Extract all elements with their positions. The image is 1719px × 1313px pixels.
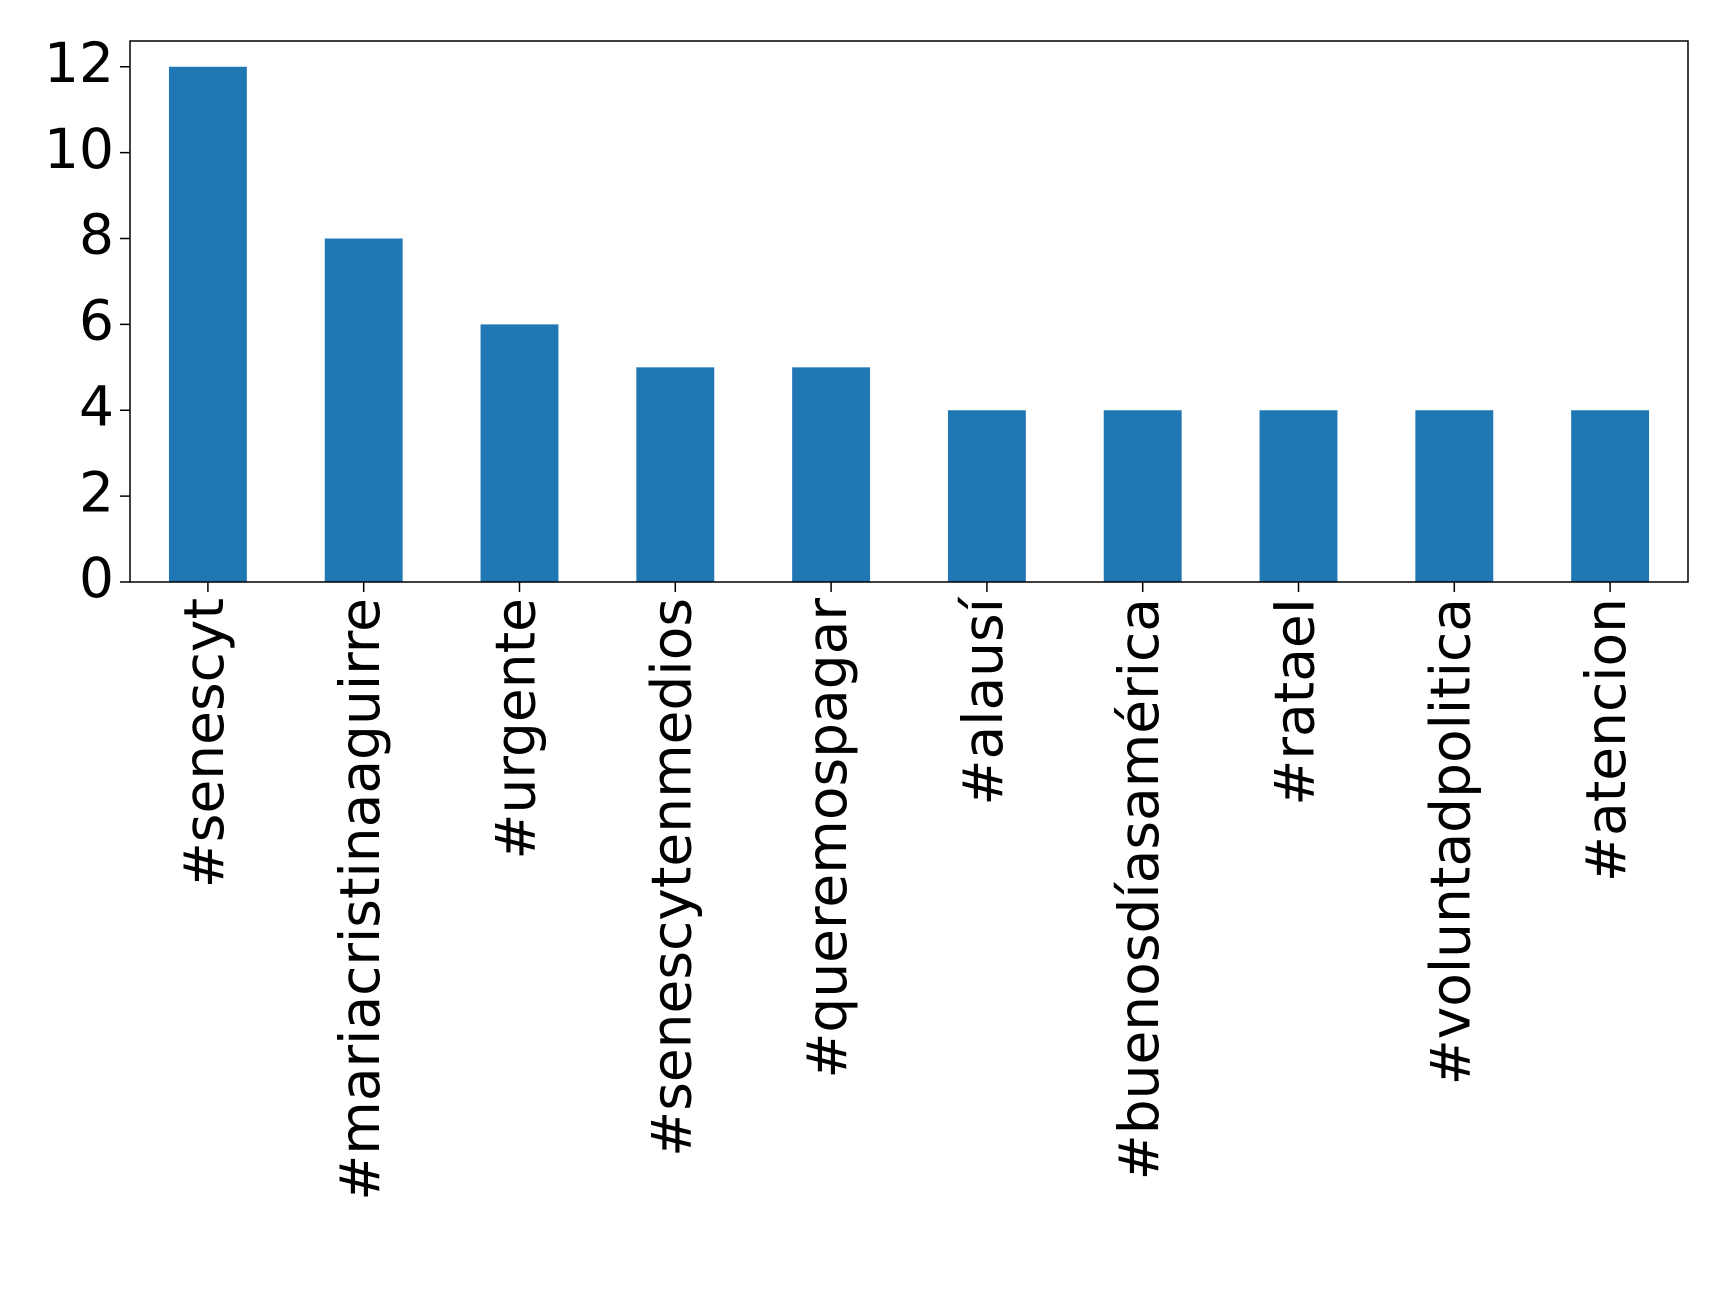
bar xyxy=(1415,410,1494,582)
y-tick-label: 2 xyxy=(79,460,114,524)
x-tick-label: #senescytenmedios xyxy=(639,598,703,1157)
x-tick-label: #buenosdíasamérica xyxy=(1107,598,1171,1180)
bar xyxy=(792,367,871,582)
x-tick-label: #mariacristinaaguirre xyxy=(328,598,392,1201)
bar xyxy=(168,66,247,582)
y-tick-label: 12 xyxy=(44,31,114,95)
bar xyxy=(1103,410,1182,582)
x-tick-label: #rataeI xyxy=(1263,598,1327,806)
x-tick-label: #voluntadpolitica xyxy=(1418,598,1482,1085)
bar xyxy=(636,367,715,582)
bar xyxy=(1571,410,1650,582)
x-tick-label: #alausí xyxy=(951,596,1015,805)
y-tick-label: 8 xyxy=(79,203,114,267)
y-tick-label: 4 xyxy=(79,374,114,438)
y-tick-label: 6 xyxy=(79,289,114,353)
bar xyxy=(480,324,559,582)
x-tick-label: #urgente xyxy=(484,598,548,860)
bar xyxy=(324,238,403,582)
bar xyxy=(1259,410,1338,582)
y-tick-label: 10 xyxy=(44,117,114,181)
x-tick-label: #atencion xyxy=(1574,598,1638,882)
y-tick-label: 0 xyxy=(79,546,114,610)
x-tick-label: #senescyt xyxy=(172,598,236,888)
x-tick-label: #queremospagar xyxy=(795,598,859,1079)
plot-frame xyxy=(129,40,1689,583)
bar xyxy=(947,410,1026,582)
